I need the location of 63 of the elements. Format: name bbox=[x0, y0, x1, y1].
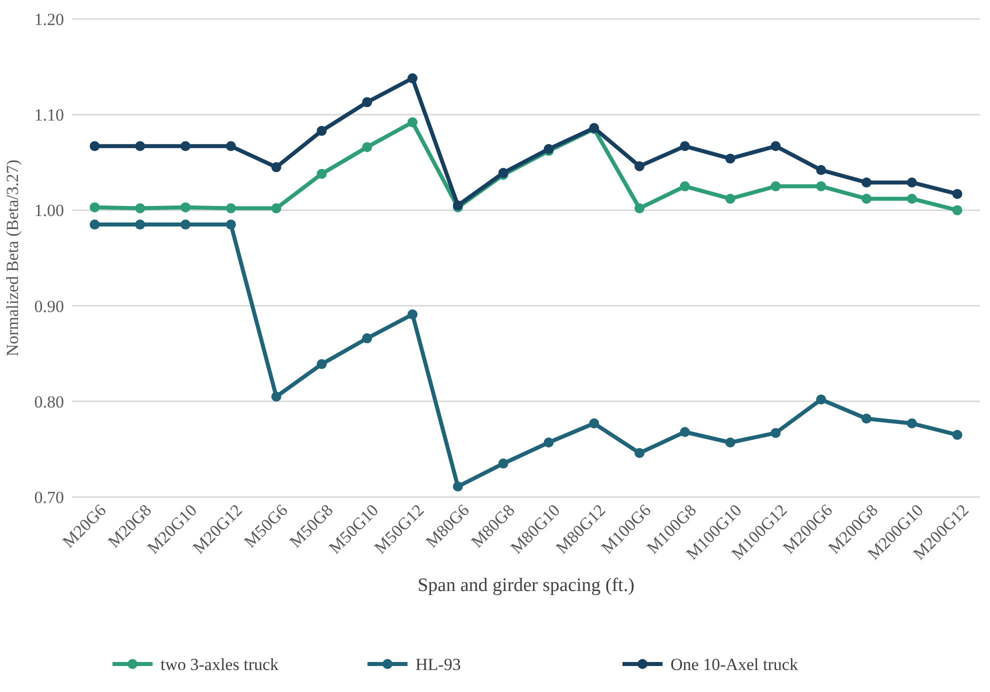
point bbox=[135, 220, 146, 230]
point bbox=[680, 181, 690, 192]
point bbox=[862, 414, 872, 424]
y-tick-label: 1.00 bbox=[34, 201, 64, 220]
point bbox=[316, 126, 327, 136]
point bbox=[271, 162, 282, 172]
legend-label: two 3-axles truck bbox=[160, 654, 280, 674]
point bbox=[906, 194, 917, 204]
y-tick-label: 0.70 bbox=[34, 488, 64, 507]
point bbox=[408, 73, 418, 84]
x-axis-title: Span and girder spacing (ft.) bbox=[418, 575, 634, 596]
point bbox=[271, 203, 282, 214]
point bbox=[725, 438, 736, 448]
point bbox=[862, 194, 872, 204]
y-axis-title: Normalized Beta (Beta/3.27) bbox=[3, 160, 22, 356]
legend-label: One 10-Axel truck bbox=[670, 654, 798, 674]
point bbox=[680, 426, 690, 437]
point bbox=[90, 220, 100, 230]
point bbox=[770, 428, 781, 438]
point bbox=[816, 394, 826, 404]
point bbox=[906, 177, 917, 188]
point bbox=[770, 181, 781, 192]
point bbox=[135, 141, 146, 152]
point bbox=[316, 359, 327, 370]
point bbox=[90, 202, 100, 212]
point bbox=[271, 392, 282, 402]
point bbox=[226, 203, 236, 214]
point bbox=[408, 117, 418, 128]
point bbox=[226, 220, 236, 230]
point bbox=[952, 430, 962, 440]
point bbox=[452, 481, 463, 492]
point bbox=[906, 418, 917, 428]
point bbox=[634, 161, 644, 172]
point bbox=[408, 309, 418, 320]
point bbox=[770, 141, 781, 152]
point bbox=[362, 97, 372, 108]
point bbox=[180, 141, 190, 152]
point bbox=[680, 141, 690, 152]
y-tick-label: 0.80 bbox=[34, 392, 64, 412]
point bbox=[952, 188, 962, 199]
legend-label: HL-93 bbox=[416, 654, 461, 674]
point bbox=[589, 418, 600, 428]
point bbox=[634, 448, 644, 458]
point bbox=[725, 154, 736, 164]
point bbox=[226, 141, 236, 152]
point bbox=[952, 205, 962, 216]
point bbox=[634, 203, 644, 214]
point bbox=[362, 333, 372, 344]
point bbox=[180, 220, 190, 230]
point bbox=[544, 438, 554, 448]
point bbox=[816, 165, 826, 176]
point bbox=[316, 168, 327, 179]
y-tick-label: 1.10 bbox=[34, 106, 64, 125]
point bbox=[498, 458, 508, 469]
y-tick-label: 0.90 bbox=[34, 296, 64, 316]
point bbox=[816, 181, 826, 192]
point bbox=[862, 177, 872, 188]
point bbox=[180, 202, 190, 212]
point bbox=[90, 141, 100, 152]
point bbox=[725, 194, 736, 204]
point bbox=[135, 203, 146, 214]
y-tick-label: 1.20 bbox=[34, 10, 64, 29]
point bbox=[362, 142, 372, 152]
